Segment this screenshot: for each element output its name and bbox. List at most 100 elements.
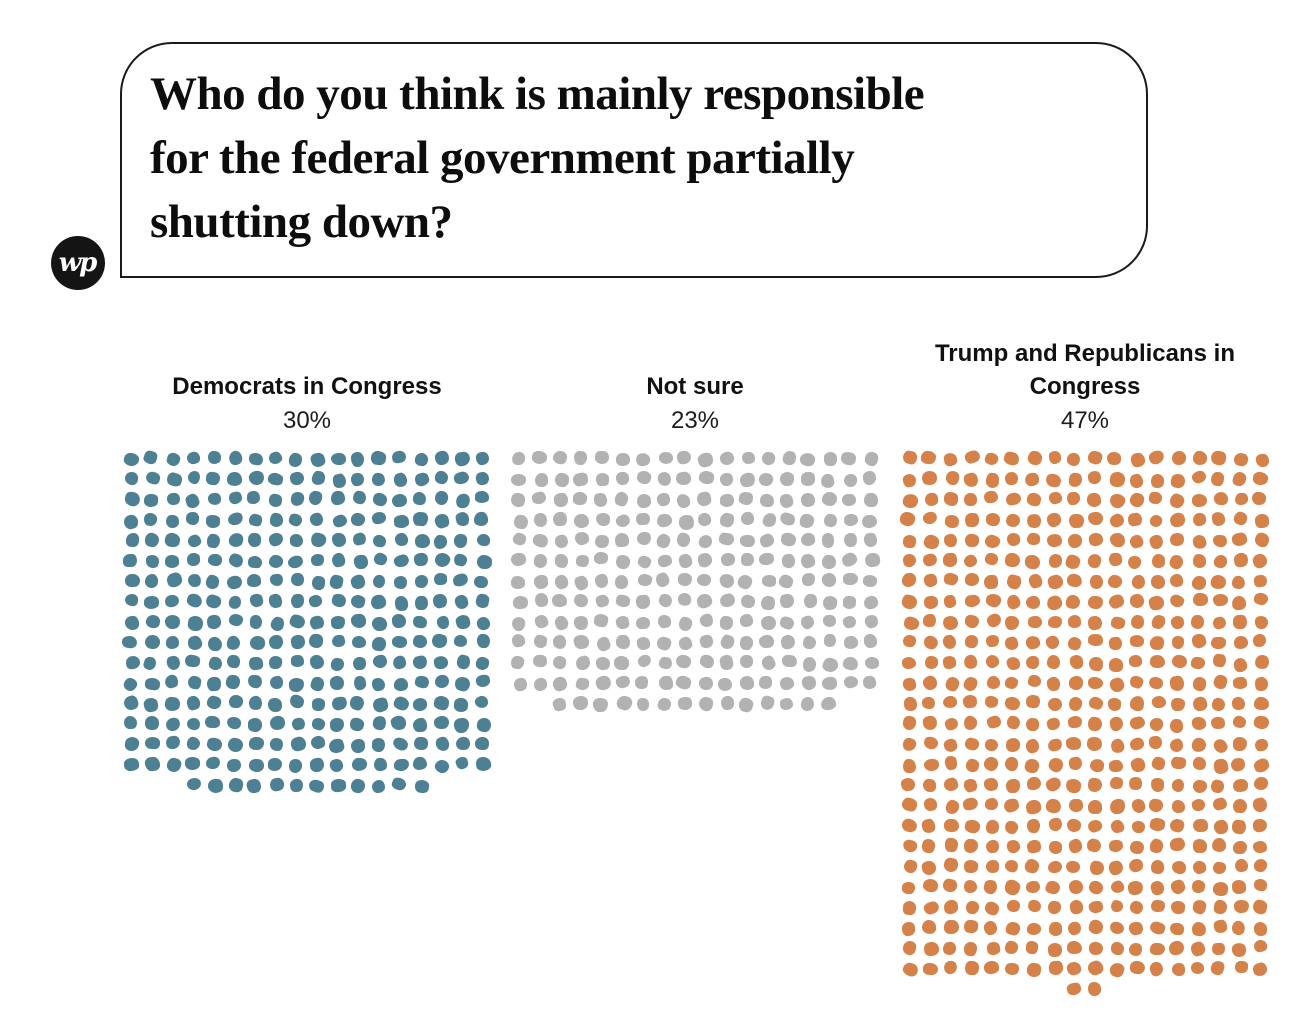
- dot: [571, 591, 589, 609]
- dot: [1044, 471, 1063, 489]
- dot: [1087, 596, 1103, 610]
- dot: [1048, 450, 1062, 465]
- dot: [739, 593, 757, 610]
- dot: [820, 655, 840, 674]
- dot: [247, 674, 263, 689]
- wp-logo-icon: wp: [51, 236, 105, 290]
- dot: [739, 635, 755, 652]
- dot: [594, 574, 609, 588]
- dot: [1129, 695, 1145, 712]
- dot: [476, 634, 491, 649]
- dot: [821, 675, 838, 691]
- dot: [1191, 493, 1207, 507]
- dot: [372, 551, 389, 568]
- dot: [1065, 859, 1082, 875]
- dot: [413, 736, 429, 751]
- dot: [1191, 921, 1207, 937]
- dot: [1088, 531, 1105, 548]
- dot: [433, 533, 448, 549]
- dot: [552, 634, 567, 650]
- dot: [351, 756, 368, 772]
- dot: [572, 573, 590, 592]
- dot: [331, 551, 347, 568]
- dot: [1085, 837, 1103, 854]
- dot: [1149, 718, 1164, 732]
- dot: [349, 778, 366, 795]
- dot: [1232, 510, 1249, 527]
- dot: [1253, 777, 1269, 791]
- dot: [1068, 654, 1084, 671]
- dot: [1147, 674, 1165, 691]
- dot: [1109, 776, 1123, 791]
- dot: [1107, 860, 1125, 877]
- dot: [1003, 878, 1022, 897]
- dot: [475, 656, 491, 671]
- dot: [124, 592, 140, 607]
- dot: [863, 613, 880, 630]
- dot: [350, 613, 366, 629]
- dot: [186, 552, 201, 567]
- dot: [1046, 675, 1061, 691]
- dot: [1188, 940, 1206, 958]
- dot: [898, 509, 917, 528]
- dot: [961, 777, 979, 794]
- dot: [964, 960, 980, 977]
- dot: [1170, 653, 1188, 670]
- dot: [393, 595, 409, 612]
- dot: [758, 492, 776, 509]
- dot: [1148, 798, 1164, 814]
- dot: [1064, 593, 1083, 611]
- dot: [1168, 531, 1186, 548]
- dot: [124, 615, 140, 631]
- dot: [311, 575, 326, 591]
- dot: [1169, 718, 1184, 734]
- dot: [1004, 616, 1019, 631]
- dot: [1148, 919, 1167, 937]
- dot: [204, 756, 221, 771]
- dot: [1148, 533, 1165, 551]
- dot: [1251, 470, 1269, 487]
- dot: [476, 533, 490, 547]
- category-percent: 23%: [670, 407, 720, 434]
- dot: [1232, 551, 1250, 569]
- dot: [430, 632, 449, 651]
- dot: [964, 534, 980, 548]
- dot: [1253, 592, 1270, 607]
- dot: [307, 777, 326, 795]
- dot: [1150, 473, 1165, 489]
- dot: [1046, 654, 1061, 670]
- dot: [862, 574, 878, 587]
- dot: [902, 940, 918, 956]
- dot: [1027, 616, 1042, 629]
- dot: [574, 676, 591, 691]
- dot: [1088, 859, 1105, 876]
- dot: [1234, 960, 1249, 974]
- dot: [291, 654, 305, 668]
- dot: [594, 450, 610, 464]
- dot: [1210, 636, 1226, 650]
- dot: [779, 493, 795, 510]
- dot: [205, 514, 220, 528]
- dot: [635, 616, 651, 630]
- dot: [1168, 492, 1187, 511]
- dot: [636, 654, 652, 669]
- dot: [164, 654, 182, 672]
- dot: [943, 716, 960, 732]
- dot: [248, 758, 265, 773]
- dot: [841, 493, 856, 506]
- dot: [328, 757, 346, 774]
- dot: [1230, 919, 1248, 937]
- dot: [289, 490, 305, 507]
- dot: [227, 776, 245, 794]
- dot: [943, 898, 959, 915]
- dot: [717, 677, 732, 692]
- dot: [697, 469, 716, 486]
- dot: [227, 552, 245, 570]
- dot: [511, 531, 528, 547]
- dot: [901, 449, 919, 466]
- dot: [1086, 981, 1102, 997]
- dot: [1109, 615, 1126, 630]
- dot: [636, 697, 650, 711]
- dot: [720, 615, 734, 630]
- dot: [1088, 758, 1105, 774]
